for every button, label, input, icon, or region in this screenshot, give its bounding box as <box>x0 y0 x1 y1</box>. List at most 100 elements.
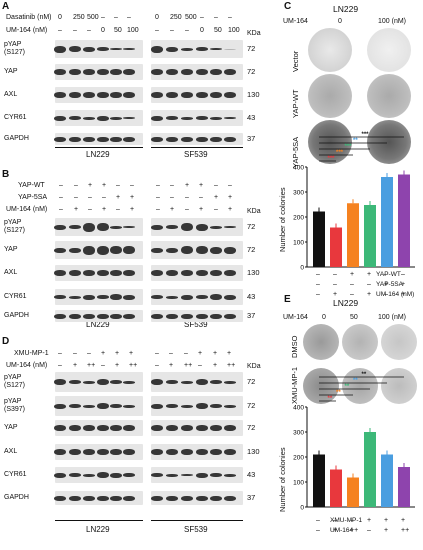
bar <box>330 227 342 267</box>
protein-band <box>151 449 163 455</box>
panel-letter-d: D <box>2 336 10 347</box>
protein-band <box>196 270 208 276</box>
kda-value: 130 <box>247 447 260 456</box>
d-sign: – <box>155 350 159 357</box>
kda-value: 72 <box>247 377 256 386</box>
protein-band <box>123 380 135 384</box>
blot-row-label: CYR61 <box>4 471 27 478</box>
protein-band <box>54 115 66 121</box>
protein-band <box>166 136 178 142</box>
protein-band <box>83 116 95 120</box>
cell-line-ln229-d: LN229 <box>86 525 110 534</box>
bar <box>381 454 393 507</box>
conc-0-e: 0 <box>322 314 326 321</box>
kda-value: 130 <box>247 268 260 277</box>
bar <box>398 467 410 507</box>
x-row-sign: + <box>384 517 389 524</box>
protein-band <box>224 226 236 228</box>
protein-band <box>210 294 222 300</box>
blot-row-label: YAP <box>4 68 18 75</box>
bar <box>364 205 376 267</box>
kda-value: 72 <box>247 423 256 432</box>
um164-value: 0 <box>200 27 204 34</box>
d-sign: – <box>101 362 105 369</box>
um164-label-d: UM-164 (nM) <box>6 362 48 369</box>
significance-label: *** <box>336 150 344 156</box>
protein-band <box>224 246 236 254</box>
x-row-sign: + <box>401 281 406 288</box>
bar <box>313 454 325 507</box>
x-row-sign: ++ <box>350 527 359 534</box>
protein-band <box>196 425 208 431</box>
d-sign: – <box>198 362 202 369</box>
protein-band <box>54 449 66 455</box>
y-tick-label: 400 <box>293 165 304 172</box>
kda-value: 130 <box>247 90 260 99</box>
kda-value: 43 <box>247 470 256 479</box>
b-sign: – <box>59 182 63 189</box>
b-sign: – <box>156 194 160 201</box>
blot-row-label: GAPDH <box>4 312 29 319</box>
protein-band <box>181 404 193 408</box>
d-sign: + <box>198 350 203 357</box>
y-tick-label: 0 <box>300 505 304 512</box>
d-sign: + <box>213 350 218 357</box>
protein-band <box>123 246 135 254</box>
protein-band <box>123 425 135 431</box>
b-sign: – <box>74 182 78 189</box>
protein-band <box>210 404 222 408</box>
protein-band <box>210 246 222 254</box>
x-row-sign: – <box>333 517 337 524</box>
significance-label: *** <box>362 132 370 138</box>
protein-band <box>210 380 222 384</box>
protein-band <box>110 313 122 319</box>
protein-band <box>97 295 109 299</box>
protein-band <box>196 246 208 254</box>
um164-label-a: UM-164 (nM) <box>6 27 48 34</box>
d-sign: ++ <box>129 362 138 369</box>
protein-band <box>196 495 208 501</box>
sf539-underline-d <box>151 520 243 521</box>
y-tick-label: 300 <box>293 190 304 197</box>
protein-band <box>166 495 178 501</box>
protein-band <box>196 47 208 51</box>
protein-band <box>224 473 236 477</box>
protein-band <box>83 245 95 255</box>
b-sign: + <box>130 194 135 201</box>
protein-band <box>69 136 81 142</box>
protein-band <box>110 92 122 98</box>
kda-label-d: KDa <box>247 363 261 370</box>
um164-value: – <box>170 27 174 34</box>
x-row-sign: – <box>367 527 371 534</box>
protein-band <box>196 313 208 319</box>
d-sign: + <box>115 350 120 357</box>
protein-band <box>196 223 208 231</box>
protein-band <box>69 449 81 455</box>
d-sign: – <box>58 350 62 357</box>
colony-dish-xmu-50 <box>342 368 378 404</box>
b-sign: – <box>59 194 63 201</box>
x-row-sign: + <box>384 527 389 534</box>
protein-band <box>224 404 236 408</box>
dasatinib-value: 0 <box>58 14 62 21</box>
protein-band <box>97 403 109 409</box>
protein-band <box>69 425 81 431</box>
um164-value: – <box>155 27 159 34</box>
protein-band <box>181 270 193 276</box>
dasatinib-value: – <box>214 14 218 21</box>
protein-band <box>196 295 208 299</box>
protein-band <box>210 48 222 50</box>
d-sign: + <box>213 362 218 369</box>
x-row-sign: + <box>401 517 406 524</box>
protein-band <box>110 270 122 276</box>
protein-band <box>210 313 222 319</box>
b-sign: – <box>156 206 160 213</box>
protein-band <box>166 473 178 477</box>
b-sign: – <box>170 194 174 201</box>
panel-letter-b: B <box>2 169 10 180</box>
row-label-dmso: DMSO <box>290 335 299 359</box>
protein-band <box>54 379 66 385</box>
protein-band <box>181 449 193 455</box>
protein-band <box>54 295 66 299</box>
protein-band <box>97 313 109 319</box>
